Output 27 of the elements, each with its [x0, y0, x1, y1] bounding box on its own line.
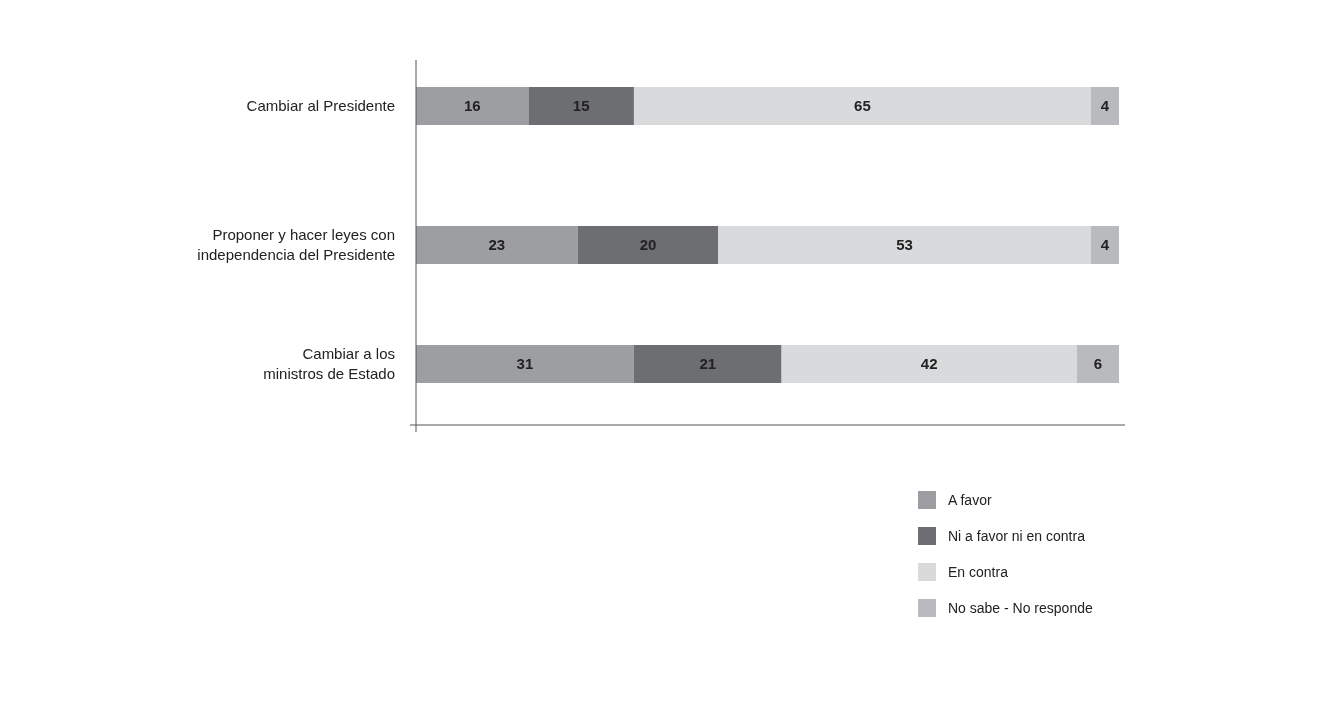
data-label: 21: [699, 355, 717, 372]
data-label: 15: [572, 97, 590, 114]
data-label: 20: [639, 236, 657, 253]
y-tick-label: Cambiar al Presidente: [246, 97, 395, 114]
data-label: 23: [488, 236, 506, 253]
legend-label: En contra: [948, 564, 1009, 580]
bar: [781, 345, 1077, 383]
data-label: 4: [1100, 236, 1110, 253]
legend-label: Ni a favor ni en contra: [948, 528, 1086, 544]
data-label: 4: [1100, 97, 1110, 114]
data-label: 65: [854, 97, 871, 114]
legend-label: A favor: [948, 492, 992, 508]
bar: [416, 87, 529, 125]
bar: [1090, 87, 1119, 125]
data-label: 16: [463, 97, 481, 114]
data-label: 53: [896, 236, 913, 253]
bar: [1076, 345, 1119, 383]
data-label: 42: [920, 355, 938, 372]
bar: [416, 345, 634, 383]
data-label: 31: [516, 355, 534, 372]
bar: [633, 345, 782, 383]
data-label: 6: [1093, 355, 1103, 372]
legend-label: No sabe - No responde: [948, 600, 1093, 616]
y-tick-label: Cambiar a los ministros de Estado: [263, 345, 395, 382]
y-tick-label: Proponer y hacer leyes con independencia del Presidente: [197, 226, 395, 263]
bar: [528, 87, 634, 125]
bar: [633, 87, 1091, 125]
